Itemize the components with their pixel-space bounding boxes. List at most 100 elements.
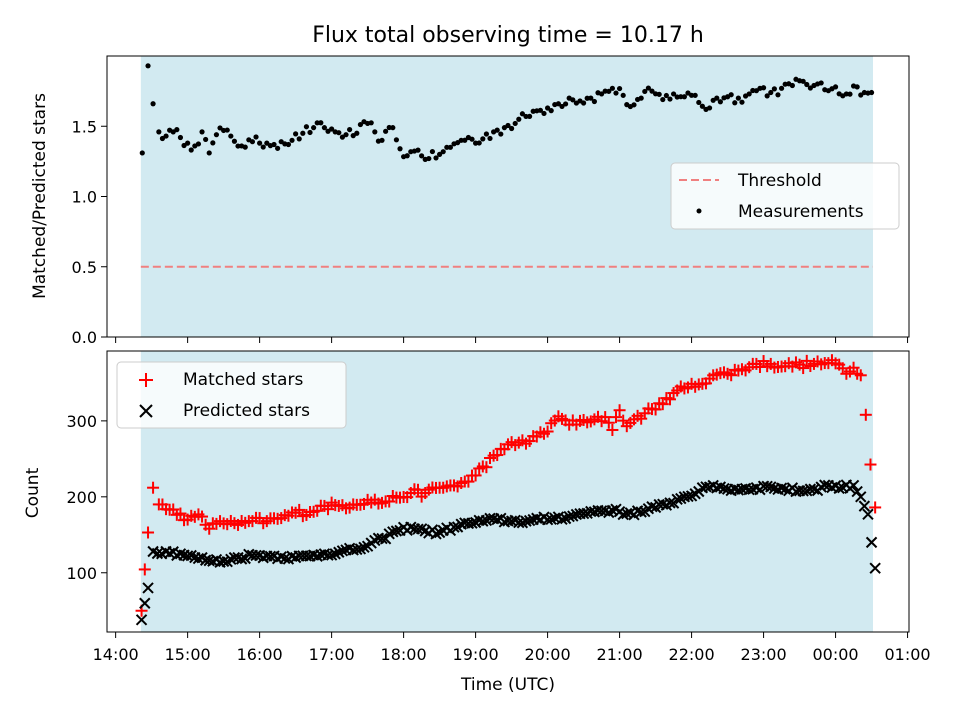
measurement-point	[217, 125, 223, 131]
predicted-star-point	[235, 553, 248, 565]
matched-star-point	[322, 503, 335, 516]
measurement-point	[519, 111, 525, 117]
predicted-star-point	[761, 480, 773, 493]
measurement-point	[487, 135, 493, 142]
measurement-point	[139, 150, 145, 156]
matched-star-point	[649, 403, 662, 416]
x-tick-label: 20:00	[525, 645, 571, 664]
predicted-star-point	[151, 547, 164, 560]
measurement-point	[544, 105, 551, 111]
measurement-point	[462, 137, 468, 143]
measurement-point	[526, 113, 533, 119]
matched-star-point	[864, 458, 877, 471]
measurement-point	[854, 84, 860, 90]
ratio-y-tick-label: 1.0	[72, 188, 97, 207]
predicted-star-point	[862, 508, 874, 520]
x-tick-label: 18:00	[381, 645, 427, 664]
measurement-point	[224, 127, 230, 133]
count-y-tick-label: 100	[66, 564, 97, 583]
measurement-point	[347, 126, 353, 133]
measurement-point	[383, 128, 389, 134]
matched-star-point	[613, 404, 626, 417]
measurement-point	[314, 120, 320, 126]
measurement-point	[419, 153, 425, 159]
predicted-star-point	[567, 510, 579, 522]
threshold-legend-label: Threshold	[737, 171, 822, 191]
x-tick-label: 14:00	[93, 645, 139, 664]
measurement-point	[494, 127, 500, 133]
measurement-point	[667, 96, 673, 102]
matched-star-point	[491, 449, 504, 462]
ratio-y-axis-ticks: 0.0 0.5 1.0 1.5	[72, 117, 107, 347]
matched-star-point	[869, 501, 882, 514]
predicted-star-point	[279, 552, 291, 565]
predicted-star-point	[671, 493, 683, 505]
measurement-point	[555, 101, 561, 107]
predicted-star-point	[523, 514, 536, 527]
measurement-point	[649, 88, 655, 94]
measurement-point	[516, 116, 522, 122]
measurement-point	[588, 95, 594, 101]
measurement-point	[660, 96, 666, 103]
measurement-point	[800, 78, 806, 84]
measurement-point	[570, 97, 576, 103]
predicted-star-point	[311, 550, 323, 562]
measurement-point	[397, 146, 403, 152]
predicted-star-point	[714, 481, 727, 493]
predicted-star-point	[743, 483, 755, 496]
measurement-point	[645, 85, 651, 91]
measurement-point	[638, 95, 644, 101]
matched-star-point	[196, 510, 209, 523]
measurement-point	[537, 107, 543, 113]
measurement-point	[692, 92, 698, 98]
measurement-point	[678, 94, 684, 100]
predicted-star-point	[217, 555, 230, 568]
predicted-star-point	[174, 548, 187, 560]
predicted-star-point	[855, 491, 867, 503]
predicted-star-point	[847, 479, 860, 492]
matched-star-point	[854, 369, 867, 382]
matched-star-point	[602, 416, 615, 429]
chart-title: Flux total observing time = 10.17 h	[312, 23, 704, 48]
count-legend: Matched stars Predicted stars	[116, 361, 347, 429]
measurement-point	[289, 137, 295, 143]
measurement-point	[717, 99, 723, 105]
measurement-point	[321, 125, 328, 131]
measurement-point	[404, 153, 410, 159]
measurement-point	[562, 101, 569, 107]
measurement-point	[613, 90, 619, 96]
measurement-point	[426, 155, 432, 162]
count-y-axis-label: Count	[23, 467, 43, 518]
measurement-point	[300, 130, 306, 136]
measurement-point	[523, 113, 529, 120]
predicted-star-point	[390, 525, 403, 537]
matched-star-point	[663, 393, 676, 406]
measurement-point	[447, 144, 454, 150]
measurement-point	[696, 99, 702, 106]
measurement-point	[706, 105, 713, 111]
measurement-point	[616, 85, 623, 92]
matched-star-point	[847, 361, 860, 374]
measurement-point	[606, 88, 612, 94]
predicted-star-point	[718, 482, 730, 495]
predicted-star-point	[646, 500, 658, 513]
measurement-point	[778, 85, 785, 91]
measurement-point	[620, 92, 626, 98]
x-axis-label: Time (UTC)	[460, 675, 555, 695]
measurement-point	[253, 134, 259, 140]
measurement-point	[433, 155, 439, 161]
predicted-stars-legend-label: Predicted stars	[183, 401, 310, 421]
matched-star-point	[480, 461, 493, 474]
measurement-point	[206, 150, 212, 156]
predicted-star-point	[448, 521, 460, 533]
matched-star-point	[174, 507, 187, 520]
x-tick-label: 00:00	[813, 645, 859, 664]
measurement-point	[343, 132, 349, 138]
measurement-point	[868, 89, 875, 96]
measurement-point	[296, 136, 302, 142]
predicted-stars-series	[135, 479, 881, 626]
measurement-point	[303, 124, 310, 130]
measurement-point	[598, 91, 605, 97]
measurement-point	[688, 92, 695, 98]
